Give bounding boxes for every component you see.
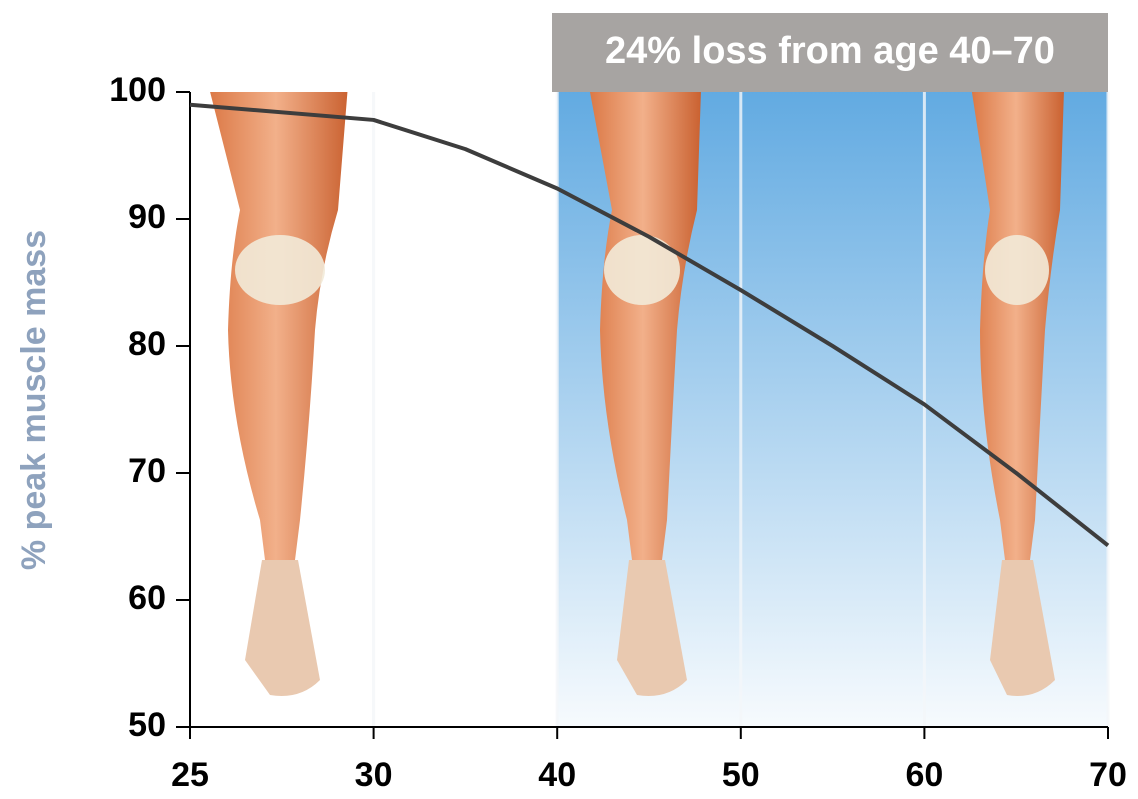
y-tick-label: 50 (128, 706, 166, 744)
x-tick-label: 50 (722, 756, 760, 794)
y-tick-label: 100 (109, 71, 166, 109)
y-tick-label: 60 (128, 579, 166, 617)
y-axis-label: % peak muscle mass (15, 230, 53, 570)
x-tick-label: 70 (1089, 756, 1127, 794)
y-tick-label: 70 (128, 452, 166, 490)
x-tick-label: 40 (538, 756, 576, 794)
x-tick-label: 30 (355, 756, 393, 794)
y-tick-label: 80 (128, 325, 166, 363)
x-tick-label: 25 (171, 756, 209, 794)
leg-illustrations (210, 92, 1064, 696)
data-line (189, 102, 1110, 547)
y-tick-label: 90 (128, 198, 166, 236)
annotation-box (552, 13, 1108, 92)
x-tick-label: 60 (905, 756, 943, 794)
annotation: 24% loss from age 40–70 (605, 30, 1055, 72)
